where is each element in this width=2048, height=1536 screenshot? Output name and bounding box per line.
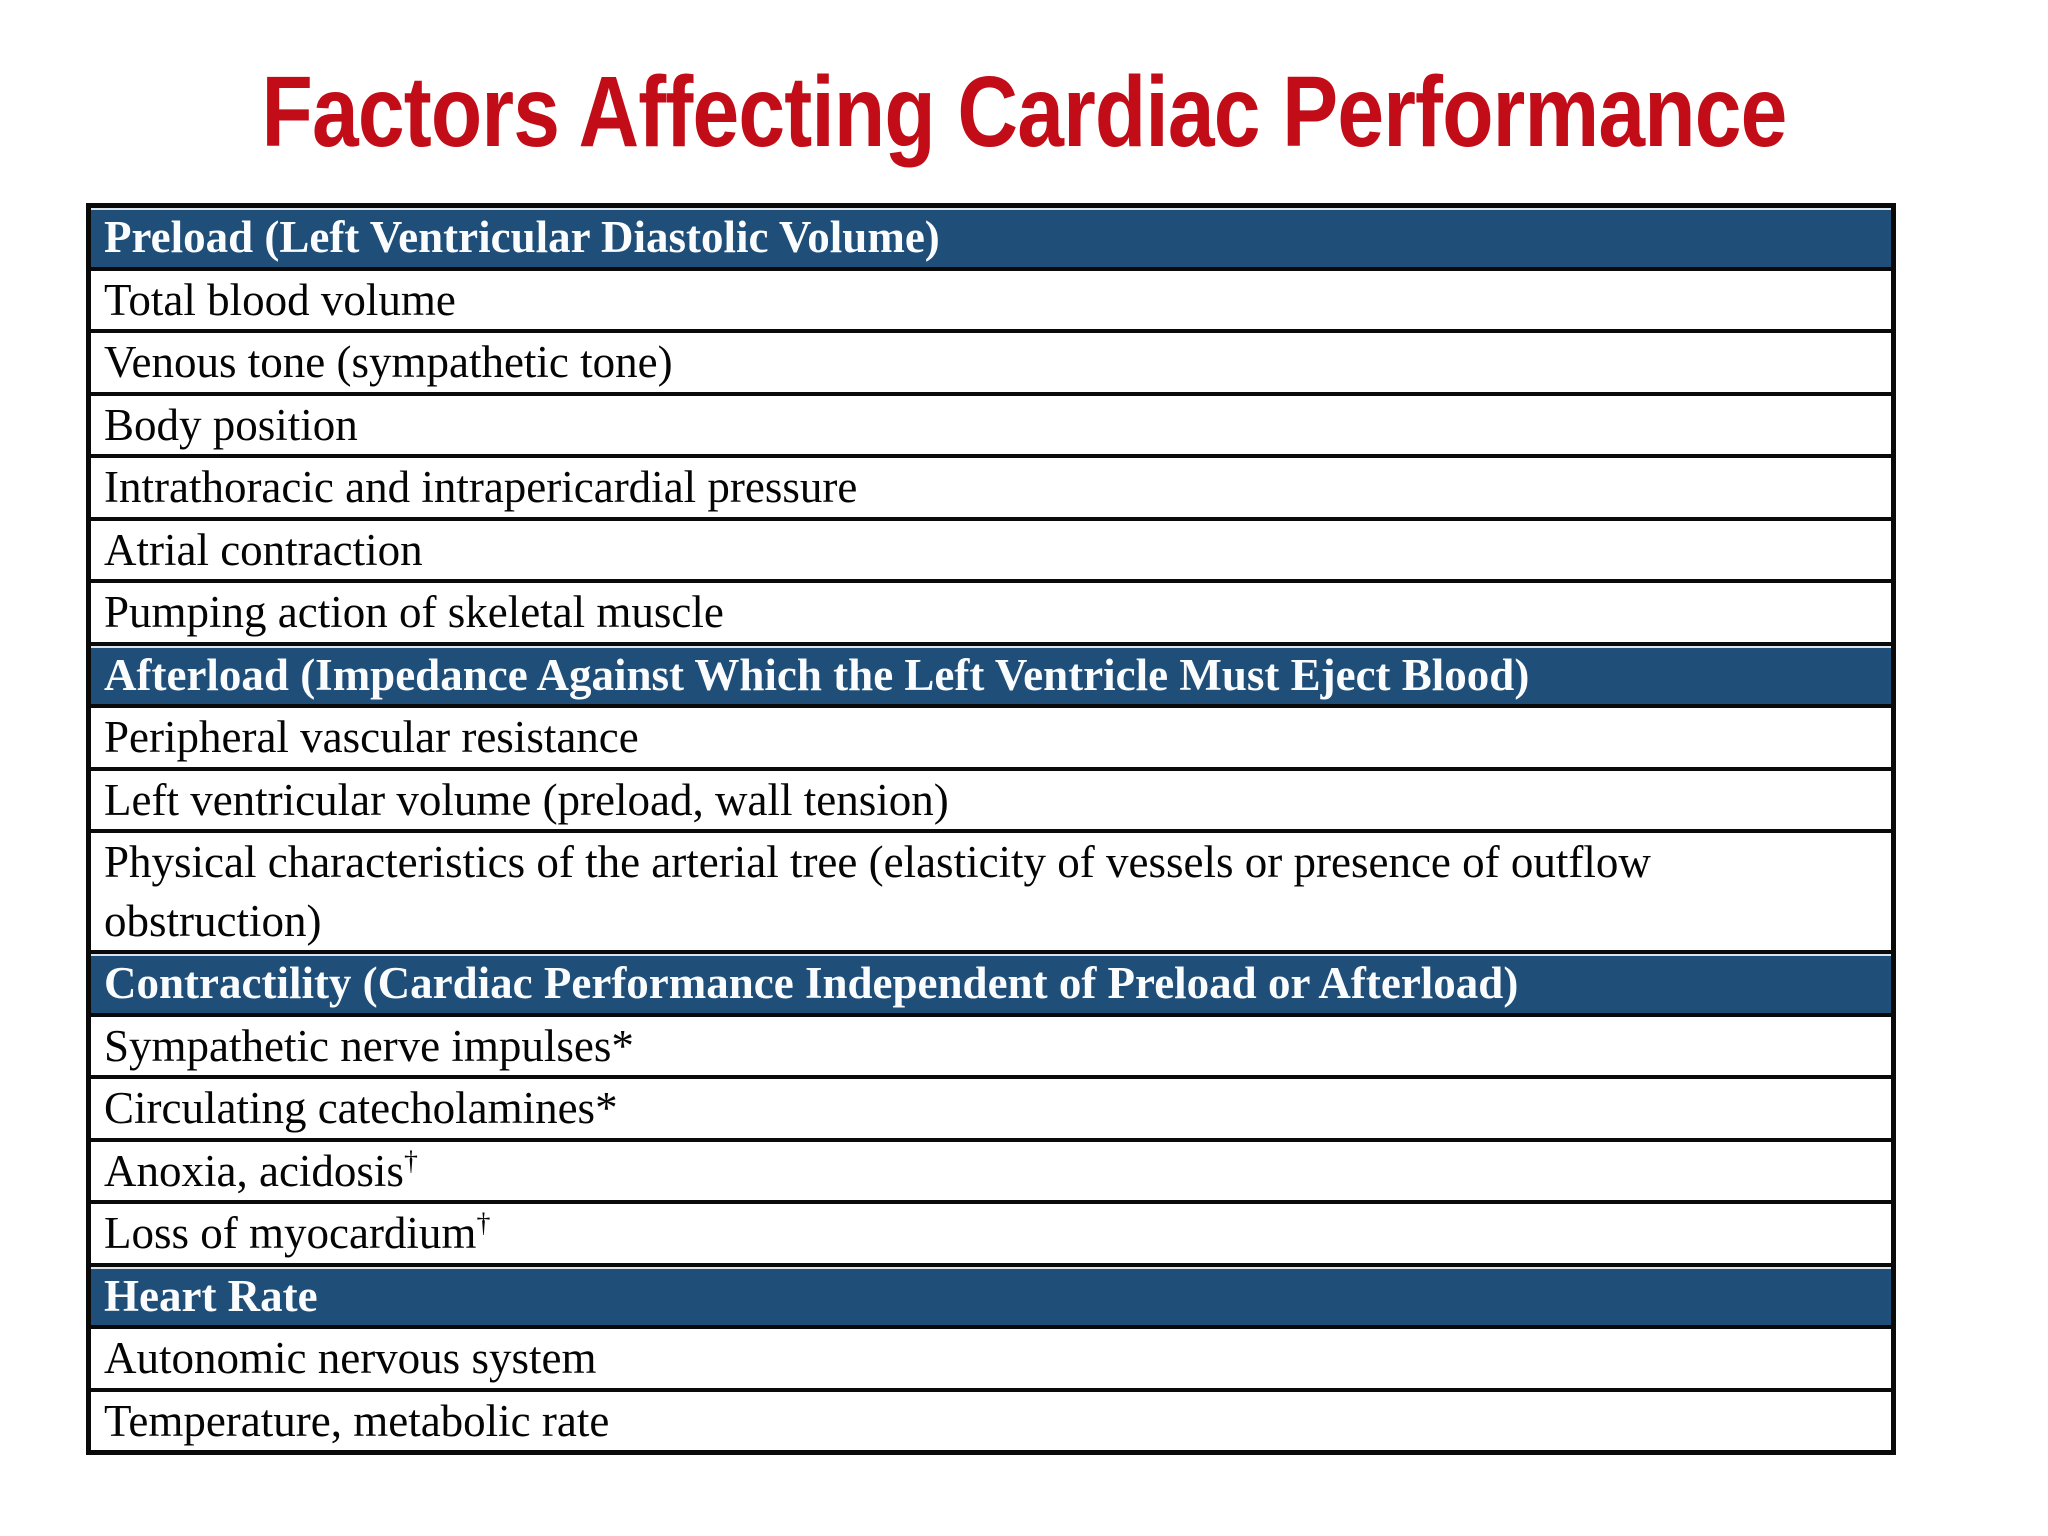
table-row: Peripheral vascular resistance [86,704,1896,771]
row-label: Loss of myocardium [104,1208,477,1258]
row-label: Peripheral vascular resistance [104,712,639,762]
row-label: Left ventricular volume (preload, wall t… [104,774,949,825]
row-label: Body position [104,399,358,450]
table-row: Atrial contraction [86,516,1896,583]
table-cell: Atrial contraction [86,516,1896,583]
table-row: Venous tone (sympathetic tone) [86,329,1896,396]
table-cell: Intrathoracic and intrapericardial press… [86,454,1896,521]
section-header-cell: Heart Rate [86,1262,1896,1329]
table-row: Temperature, metabolic rate [86,1387,1896,1455]
footnote-marker: * [611,1020,634,1071]
table-cell: Autonomic nervous system [86,1325,1896,1392]
table-row: Autonomic nervous system [86,1325,1896,1392]
section-header-cell: Contractility (Cardiac Performance Indep… [86,950,1896,1017]
table-row: Pumping action of skeletal muscle [86,579,1896,646]
page-title: Factors Affecting Cardiac Performance [261,56,1788,168]
row-label: Physical characteristics of the arterial… [104,837,1651,946]
cardiac-performance-table: Preload (Left Ventricular Diastolic Volu… [86,203,1896,1455]
table-cell: Body position [86,391,1896,458]
row-label: Pumping action of skeletal muscle [104,587,724,637]
row-label: Sympathetic nerve impulses [104,1020,612,1071]
footnote-marker: † [476,1208,491,1239]
row-label: Intrathoracic and intrapericardial press… [104,462,858,512]
table-cell: Venous tone (sympathetic tone) [86,329,1896,396]
row-label: Atrial contraction [104,524,423,575]
table-cell: Physical characteristics of the arterial… [86,829,1896,954]
table-cell: Circulating catecholamines* [86,1075,1896,1142]
section-header-row: Preload (Left Ventricular Diastolic Volu… [86,203,1896,271]
section-header-row: Contractility (Cardiac Performance Indep… [86,950,1896,1017]
table-cell: Left ventricular volume (preload, wall t… [86,766,1896,833]
section-header-row: Afterload (Impedance Against Which the L… [86,641,1896,708]
table-row: Loss of myocardium† [86,1200,1896,1267]
row-label: Venous tone (sympathetic tone) [104,337,673,387]
footnote-marker: † [403,1145,418,1177]
table-cell: Peripheral vascular resistance [86,704,1896,771]
table-cell: Pumping action of skeletal muscle [86,579,1896,646]
footnote-marker: * [595,1083,618,1133]
performance-table-body: Preload (Left Ventricular Diastolic Volu… [86,203,1896,1455]
table-row: Left ventricular volume (preload, wall t… [86,766,1896,833]
section-header-cell: Preload (Left Ventricular Diastolic Volu… [86,203,1896,271]
table-cell: Temperature, metabolic rate [86,1387,1896,1455]
section-header-cell: Afterload (Impedance Against Which the L… [86,641,1896,708]
row-label: Total blood volume [104,274,456,325]
table-cell: Total blood volume [86,266,1896,333]
section-header-row: Heart Rate [86,1262,1896,1329]
row-label: Anoxia, acidosis [104,1145,404,1196]
row-label: Temperature, metabolic rate [104,1395,610,1446]
table-row: Total blood volume [86,266,1896,333]
table-cell: Sympathetic nerve impulses* [86,1012,1896,1079]
table-row: Intrathoracic and intrapericardial press… [86,454,1896,521]
table-row: Anoxia, acidosis† [86,1137,1896,1204]
row-label: Autonomic nervous system [104,1333,597,1383]
table-row: Body position [86,391,1896,458]
table-row: Physical characteristics of the arterial… [86,829,1896,954]
table-cell: Anoxia, acidosis† [86,1137,1896,1204]
row-label: Circulating catecholamines [104,1083,596,1133]
table-cell: Loss of myocardium† [86,1200,1896,1267]
table-row: Sympathetic nerve impulses* [86,1012,1896,1079]
table-row: Circulating catecholamines* [86,1075,1896,1142]
